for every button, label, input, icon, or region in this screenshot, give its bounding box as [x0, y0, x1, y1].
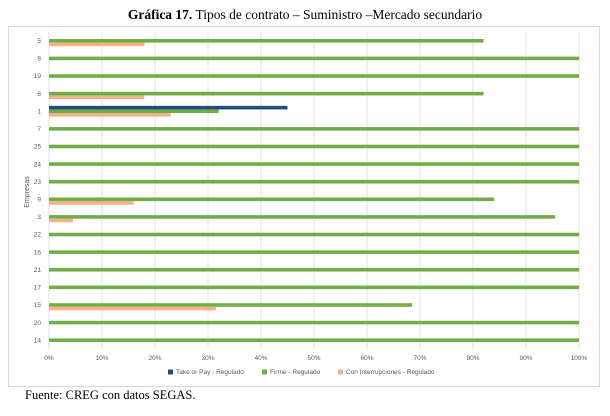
y-tick-label: 25 — [34, 144, 42, 151]
legend-swatch — [338, 369, 343, 375]
legend-label: Take or Pay - Regulado — [176, 369, 244, 376]
y-tick-label: 16 — [34, 249, 42, 256]
bar-firme — [49, 285, 579, 290]
legend: Take or Pay - Regulado Firme - Regulado Co… — [168, 369, 435, 376]
bar-layer — [49, 39, 579, 342]
x-tick-label: 70% — [413, 355, 426, 362]
y-tick-label: 7 — [37, 126, 41, 133]
bar-firme — [49, 91, 484, 96]
x-tick-label: 50% — [307, 355, 320, 362]
bar-con-interrupciones — [49, 201, 134, 205]
bar-firme — [49, 267, 579, 272]
x-tick-label: 40% — [254, 355, 267, 362]
bar-firme — [49, 320, 579, 325]
y-tick-label: 5 — [37, 38, 41, 45]
y-tick-label: 9 — [37, 197, 41, 204]
y-tick-label: 6 — [37, 91, 41, 98]
y-tick-label: 15 — [34, 302, 42, 309]
y-tick-label: 17 — [34, 285, 42, 292]
bar-firme — [49, 338, 579, 342]
y-tick-label: 24 — [34, 161, 42, 168]
bar-firme — [49, 127, 579, 131]
bar-firme — [49, 179, 579, 184]
x-tick-label: 20% — [148, 355, 161, 362]
bar-firme — [49, 303, 413, 307]
bar-take-or-pay — [49, 105, 288, 110]
chart-frame — [8, 26, 600, 387]
x-tick-label: 30% — [201, 355, 214, 362]
bar-firme — [49, 56, 579, 61]
bar-firme — [49, 232, 579, 237]
x-tick-label: 10% — [95, 355, 108, 362]
legend-swatch — [262, 369, 267, 375]
x-tick-label: 90% — [519, 355, 532, 362]
y-tick-label: 19 — [34, 73, 42, 80]
y-tick-label: 8 — [37, 56, 41, 63]
y-tick-label: 1 — [37, 108, 41, 115]
y-tick-label: 14 — [34, 337, 42, 344]
bar-firme — [49, 162, 579, 166]
chart-title-number: Gráfica 17. — [127, 7, 193, 22]
bar-con-interrupciones — [49, 113, 171, 117]
legend-swatch — [168, 369, 173, 375]
bar-firme — [49, 250, 579, 254]
x-tick-label: 60% — [360, 355, 373, 362]
bar-firme — [49, 215, 556, 219]
y-tick-label: 3 — [37, 214, 41, 221]
legend-label: Firme - Regulado — [270, 369, 321, 376]
source-note: Fuente: CREG con datos SEGAS. — [25, 388, 196, 402]
bar-con-interrupciones — [49, 42, 145, 47]
y-tick-label: 23 — [34, 179, 42, 186]
bar-firme — [49, 144, 579, 149]
chart-title-text: Tipos de contrato – Suministro –Mercado … — [192, 7, 483, 22]
chart-title: Gráfica 17. Tipos de contrato – Suminist… — [0, 7, 610, 23]
bar-con-interrupciones — [49, 95, 145, 100]
y-axis-label: Empresas — [24, 176, 31, 208]
label-layer: 0% 10% 20% 30% 40% 50% 60% 70% 80% 90% 100%5819617… — [34, 38, 588, 362]
bar-firme — [49, 74, 579, 78]
bar-con-interrupciones — [49, 218, 73, 223]
bar-firme — [49, 197, 495, 202]
bar-con-interrupciones — [49, 306, 216, 311]
grid-layer — [48, 32, 580, 349]
bar-firme — [49, 39, 484, 43]
y-tick-label: 21 — [34, 267, 42, 274]
y-tick-label: 20 — [34, 320, 42, 327]
y-tick-label: 22 — [34, 232, 42, 239]
legend-label: Con Interrupciones - Regulado — [346, 369, 435, 376]
x-tick-label: 80% — [466, 355, 479, 362]
bar-firme — [49, 109, 219, 114]
x-tick-label: 100% — [571, 355, 588, 362]
x-tick-label: 0% — [44, 355, 54, 362]
